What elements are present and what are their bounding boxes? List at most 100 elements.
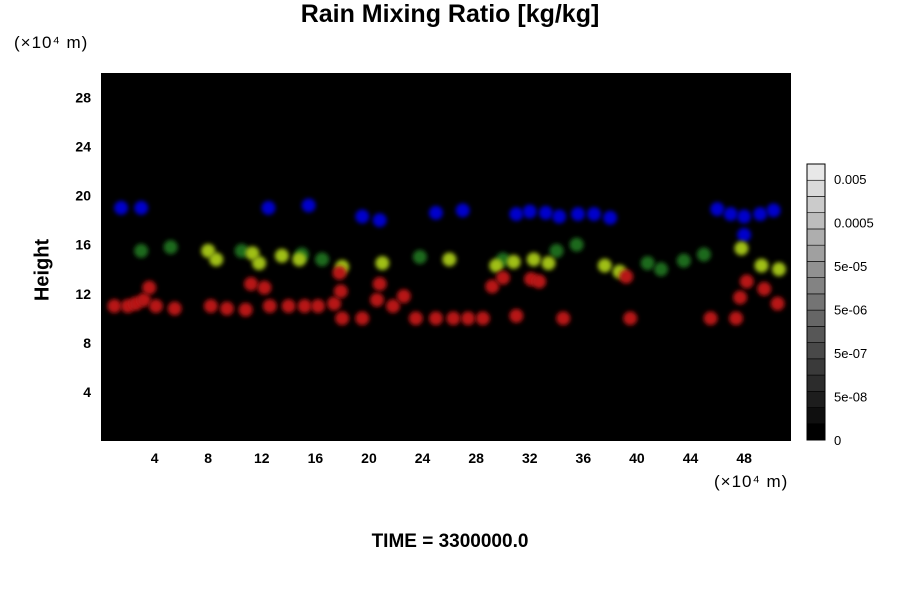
field-feature-blob bbox=[245, 246, 260, 261]
field-feature-blob bbox=[244, 276, 259, 291]
field-feature-blob bbox=[770, 296, 785, 311]
colorbar-step bbox=[806, 293, 826, 311]
field-feature-blob bbox=[446, 311, 461, 326]
field-feature-blob bbox=[489, 258, 504, 273]
x-axis-unit: (×10⁴ m) bbox=[714, 472, 789, 491]
time-label: TIME = 3300000.0 bbox=[371, 531, 529, 552]
colorbar-step bbox=[806, 196, 826, 214]
field-feature-blob bbox=[370, 292, 384, 307]
field-feature-blob bbox=[696, 247, 711, 262]
field-feature-blob bbox=[252, 256, 267, 271]
field-feature-blob bbox=[332, 265, 347, 280]
colorbar-step bbox=[806, 326, 826, 343]
field-feature-blob bbox=[552, 209, 567, 224]
field-feature-blob bbox=[757, 281, 772, 296]
field-feature-blob bbox=[136, 292, 151, 307]
y-tick-label: 8 bbox=[83, 335, 91, 351]
colorbar-step bbox=[806, 309, 826, 327]
field-feature-blob bbox=[710, 202, 725, 217]
field-feature-blob bbox=[428, 311, 443, 326]
field-feature-blob bbox=[623, 311, 638, 326]
field-feature-blob bbox=[375, 256, 390, 271]
field-feature-blob bbox=[163, 240, 178, 255]
field-feature-blob bbox=[737, 209, 752, 224]
colorbar-step bbox=[806, 228, 826, 246]
x-tick-label: 44 bbox=[683, 450, 699, 466]
colorbar-tick-label: 5e-08 bbox=[834, 390, 867, 405]
colorbar-step bbox=[806, 407, 826, 425]
y-tick-label: 4 bbox=[83, 384, 91, 400]
field-feature-blob bbox=[485, 279, 500, 294]
field-feature-blob bbox=[386, 299, 401, 314]
field-feature-blob bbox=[412, 250, 427, 264]
field-feature-blob bbox=[475, 311, 490, 326]
colorbar-tick-labels: 0.005 0.0005 5e-05 5e-06 5e-07 5e-08 0 bbox=[834, 172, 874, 448]
x-tick-label: 24 bbox=[415, 450, 431, 466]
field-features bbox=[107, 198, 786, 326]
field-feature-blob bbox=[292, 252, 307, 267]
colorbar-tick-label: 0.005 bbox=[834, 172, 867, 187]
colorbar-step bbox=[806, 342, 826, 360]
y-tick-label: 20 bbox=[75, 188, 91, 204]
y-tick-label: 12 bbox=[75, 286, 91, 302]
field-feature-blob bbox=[301, 198, 316, 213]
y-tick-labels: 4 8 12 16 20 24 28 bbox=[75, 90, 91, 400]
colorbar-step bbox=[806, 390, 826, 408]
x-tick-labels: 4 8 12 16 20 24 28 32 36 40 44 48 bbox=[151, 450, 752, 466]
colorbar-tick-label: 5e-07 bbox=[834, 346, 867, 361]
colorbar-tick-label: 0.0005 bbox=[834, 216, 874, 231]
field-feature-blob bbox=[570, 207, 585, 222]
field-feature-blob bbox=[327, 296, 342, 311]
x-tick-label: 16 bbox=[308, 450, 324, 466]
x-tick-label: 36 bbox=[576, 450, 592, 466]
field-feature-blob bbox=[396, 289, 411, 304]
field-feature-blob bbox=[733, 290, 748, 305]
field-feature-blob bbox=[723, 207, 738, 222]
field-feature-blob bbox=[538, 205, 553, 220]
colorbar-tick-label: 5e-06 bbox=[834, 303, 867, 318]
field-feature-blob bbox=[569, 237, 584, 252]
x-tick-label: 32 bbox=[522, 450, 538, 466]
field-feature-blob bbox=[203, 299, 218, 314]
field-feature-blob bbox=[597, 258, 612, 273]
field-feature-blob bbox=[619, 269, 634, 284]
field-feature-blob bbox=[107, 299, 122, 314]
field-feature-blob bbox=[753, 207, 768, 222]
y-tick-label: 16 bbox=[75, 237, 91, 253]
field-feature-blob bbox=[148, 299, 163, 314]
colorbar-tick-label: 5e-05 bbox=[834, 259, 867, 274]
field-feature-blob bbox=[355, 209, 370, 224]
field-feature-blob bbox=[114, 200, 129, 215]
y-axis-unit: (×10⁴ m) bbox=[14, 33, 89, 52]
field-feature-blob bbox=[549, 243, 564, 258]
field-feature-blob bbox=[509, 308, 524, 323]
field-feature-blob bbox=[640, 256, 655, 271]
y-tick-label: 24 bbox=[75, 139, 91, 155]
x-tick-label: 20 bbox=[361, 450, 377, 466]
field-feature-blob bbox=[506, 254, 521, 269]
field-feature-blob bbox=[587, 207, 602, 222]
field-feature-blob bbox=[209, 252, 224, 267]
colorbar-step bbox=[806, 179, 826, 197]
field-feature-blob bbox=[134, 200, 149, 215]
field-feature-blob bbox=[142, 280, 157, 295]
field-feature-blob bbox=[262, 299, 277, 314]
field-feature-blob bbox=[281, 299, 296, 314]
colorbar-step bbox=[806, 163, 826, 181]
y-tick-label: 28 bbox=[75, 90, 91, 106]
x-tick-label: 12 bbox=[254, 450, 270, 466]
field-feature-blob bbox=[372, 213, 387, 228]
colorbar-step bbox=[806, 244, 826, 262]
field-feature-blob bbox=[771, 262, 786, 277]
field-feature-blob bbox=[734, 241, 749, 256]
x-tick-label: 4 bbox=[151, 450, 159, 466]
field-feature-blob bbox=[739, 274, 754, 289]
field-feature-blob bbox=[428, 205, 443, 220]
field-feature-blob bbox=[372, 276, 387, 291]
field-feature-blob bbox=[654, 262, 669, 277]
field-feature-blob bbox=[754, 258, 769, 273]
field-feature-blob bbox=[495, 270, 510, 285]
colorbar-step bbox=[806, 212, 826, 230]
field-feature-blob bbox=[532, 274, 547, 289]
